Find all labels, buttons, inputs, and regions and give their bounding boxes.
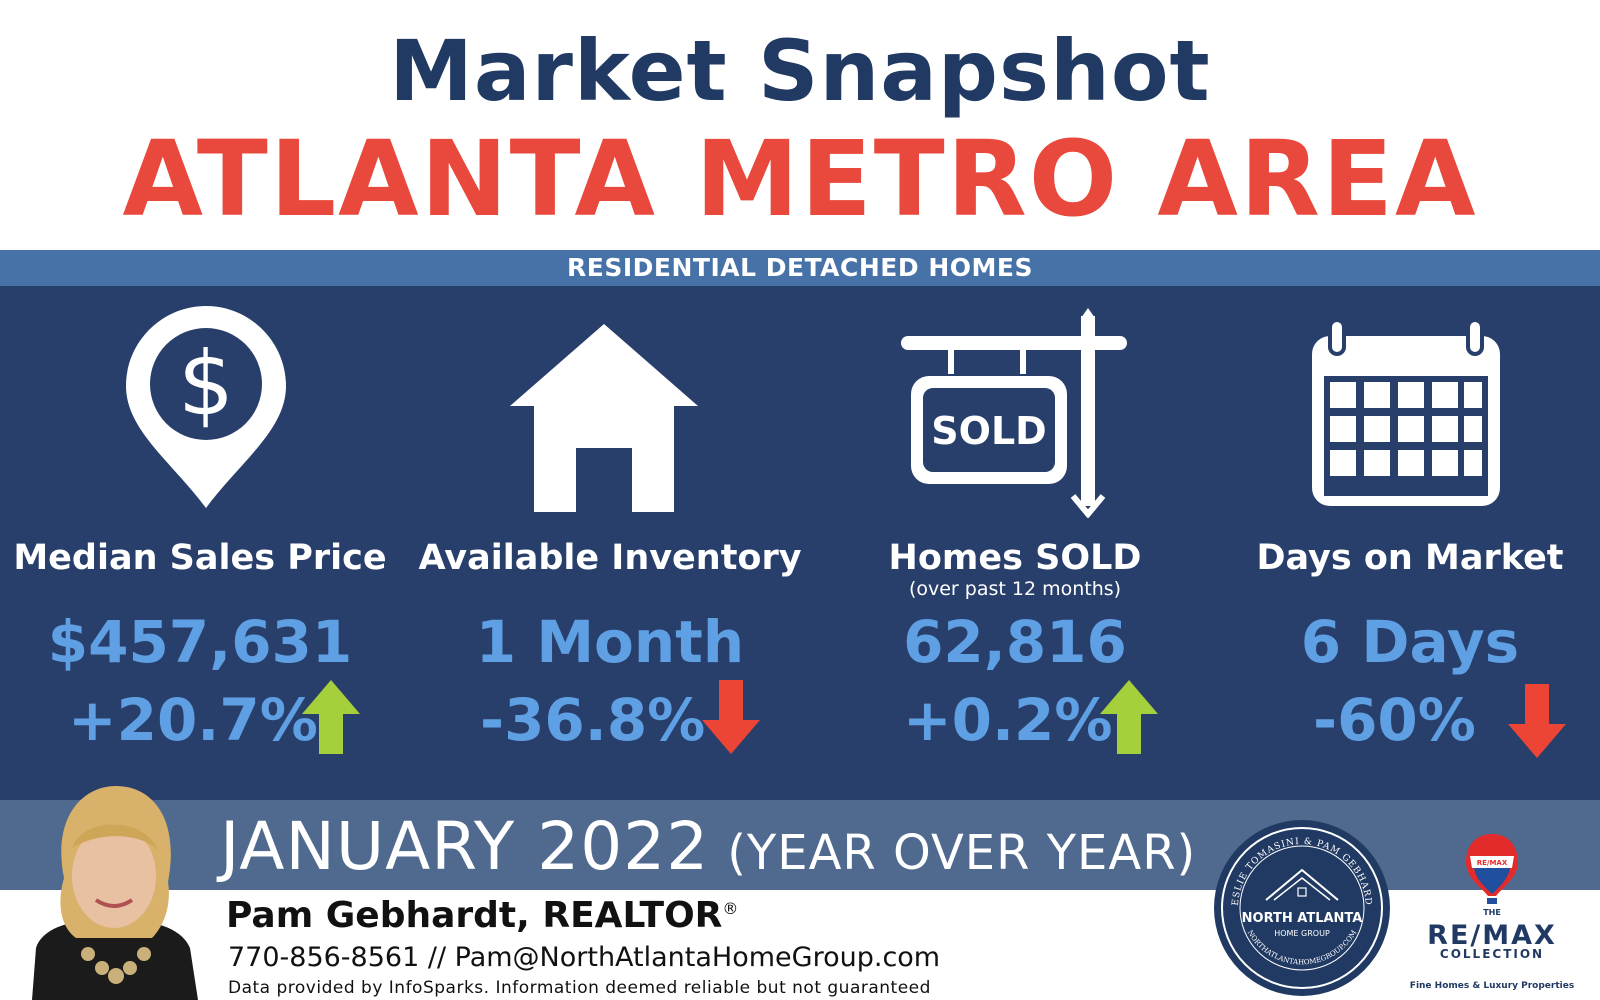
stat-change: +0.2% xyxy=(903,686,1113,754)
stat-available-inventory: Available Inventory 1 Month -36.8% xyxy=(410,286,810,800)
stat-change: +20.7% xyxy=(68,686,318,754)
stat-label: Homes SOLD xyxy=(888,538,1142,578)
agent-contact[interactable]: 770-856-8561 // Pam@NorthAtlantaHomeGrou… xyxy=(228,942,941,973)
stat-change: -60% xyxy=(1313,686,1476,754)
down-arrow-icon xyxy=(702,680,760,754)
period-label: JANUARY 2022 (YEAR OVER YEAR) xyxy=(220,808,1196,885)
svg-text:$: $ xyxy=(178,332,234,435)
stat-value: 62,816 xyxy=(903,608,1127,676)
calendar-icon xyxy=(1312,318,1500,506)
stat-value: 6 Days xyxy=(1300,608,1520,676)
remax-collection-logo: RE/MAX THE RE/MAX COLLECTION Fine Homes … xyxy=(1410,834,1574,991)
svg-text:SOLD: SOLD xyxy=(931,409,1046,453)
svg-text:Fine Homes & Luxury Properties: Fine Homes & Luxury Properties xyxy=(1410,981,1574,991)
stat-label: Available Inventory xyxy=(418,538,802,578)
page-subtitle: ATLANTA METRO AREA xyxy=(122,118,1478,240)
svg-text:NORTH ATLANTA: NORTH ATLANTA xyxy=(1242,911,1363,926)
data-disclaimer: Data provided by InfoSparks. Information… xyxy=(228,978,931,998)
stat-label: Median Sales Price xyxy=(13,538,387,578)
header: Market Snapshot ATLANTA METRO AREA xyxy=(0,0,1600,250)
map-pin-dollar-icon: $ xyxy=(126,306,286,508)
agent-name: Pam Gebhardt, REALTOR® xyxy=(226,895,738,936)
stat-days-on-market: Days on Market 6 Days -60% xyxy=(1210,286,1600,800)
period-month: JANUARY 2022 xyxy=(220,808,710,885)
stat-label: Days on Market xyxy=(1256,538,1564,578)
up-arrow-icon xyxy=(1100,680,1158,754)
svg-text:HOME GROUP: HOME GROUP xyxy=(1274,929,1330,938)
down-arrow-icon xyxy=(1508,684,1566,758)
stat-homes-sold: SOLD Homes SOLD (over past 12 months) 62… xyxy=(815,286,1215,800)
svg-text:RE/MAX: RE/MAX xyxy=(1427,920,1557,951)
stats-panel: $ Median Sales Price $457,631 +20.7% Ava… xyxy=(0,286,1600,800)
up-arrow-icon xyxy=(302,680,360,754)
svg-text:THE: THE xyxy=(1483,908,1501,917)
stat-value: $457,631 xyxy=(47,608,353,676)
house-icon xyxy=(510,324,698,512)
stat-change: -36.8% xyxy=(480,686,706,754)
sold-sign-icon: SOLD xyxy=(901,308,1127,518)
page-title: Market Snapshot xyxy=(389,22,1211,120)
north-atlanta-home-group-logo: LESLIE TOMASINI & PAM GEBHARDT NORTHATLA… xyxy=(1212,818,1390,996)
stat-sublabel: (over past 12 months) xyxy=(908,578,1122,600)
period-note: (YEAR OVER YEAR) xyxy=(727,825,1197,881)
svg-text:RE/MAX: RE/MAX xyxy=(1477,859,1508,867)
stat-median-sales-price: $ Median Sales Price $457,631 +20.7% xyxy=(0,286,400,800)
agent-name-text: Pam Gebhardt, REALTOR xyxy=(226,895,723,936)
agent-photo xyxy=(32,786,198,1000)
registered-mark: ® xyxy=(722,899,739,918)
svg-text:COLLECTION: COLLECTION xyxy=(1440,947,1544,961)
stat-value: 1 Month xyxy=(475,608,745,676)
category-band: RESIDENTIAL DETACHED HOMES xyxy=(0,250,1600,286)
